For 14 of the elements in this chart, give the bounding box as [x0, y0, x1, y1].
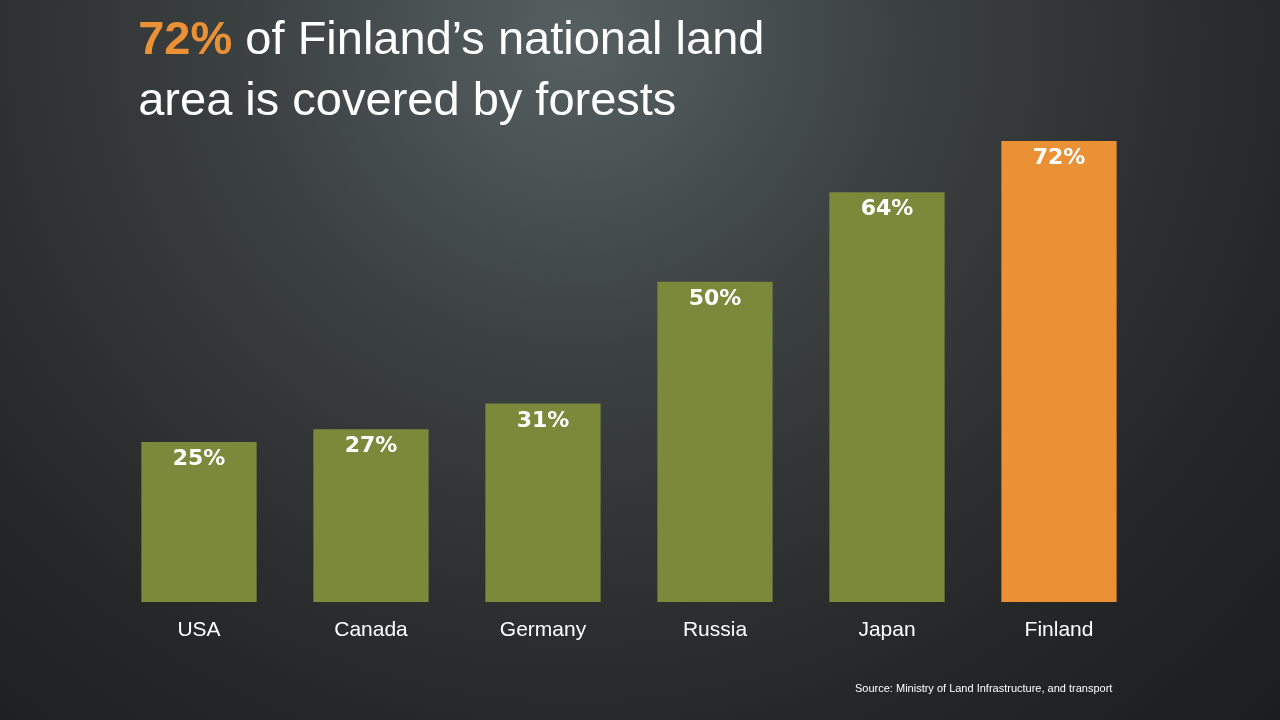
x-tick-label: Finland	[1024, 617, 1094, 640]
data-label: 50%	[688, 284, 742, 310]
x-tick-label: Japan	[858, 617, 916, 640]
data-label: 31%	[516, 406, 570, 432]
data-label: 25%	[172, 444, 226, 470]
x-tick-label: Germany	[499, 617, 587, 640]
x-tick-label: Canada	[334, 617, 409, 640]
x-tick-label: USA	[177, 617, 221, 640]
source-note: Source: Ministry of Land Infrastructure, and transport	[855, 682, 1113, 694]
x-tick-label: Russia	[682, 617, 748, 640]
data-label: 27%	[344, 432, 398, 458]
data-label: 64%	[860, 195, 914, 221]
chart-title: 72% of Finland’s national land area is covered by forests	[138, 11, 765, 126]
data-label: 72%	[1032, 144, 1086, 169]
